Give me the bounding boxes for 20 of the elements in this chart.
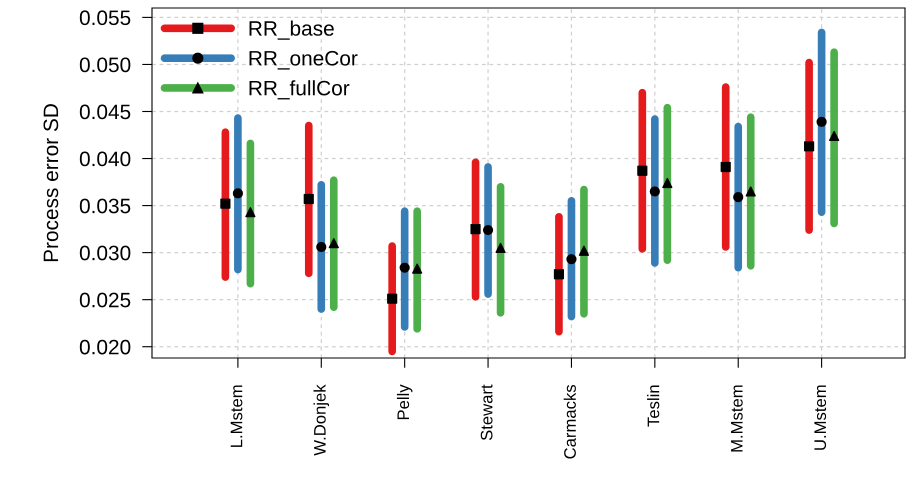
x-tick-label: L.Mstem [230,385,242,447]
y-tick-label: 0.020 [80,340,130,354]
x-tick-label: Teslin [647,385,660,427]
x-tick-label: M.Mstem [731,385,743,452]
legend-label: RR_oneCor [250,50,358,70]
y-tick-label: 0.040 [80,152,130,166]
x-tick-label: Carmacks [564,384,576,459]
x-tick-label: Stewart [480,384,493,440]
x-tick-label: W.Donjek [314,384,330,456]
legend-label: RR_base [250,20,334,40]
x-tick-label: U.Mstem [814,385,826,450]
legend-label: RR_fullCor [250,80,350,100]
y-tick-label: 0.030 [80,246,130,260]
x-tick-label: Pelly [396,384,412,420]
y-tick-label: 0.025 [80,292,130,308]
y-axis-title: Process error SD [44,104,58,262]
y-tick-label: 0.045 [80,104,130,120]
y-tick-label: 0.035 [80,198,130,214]
y-tick-label: 0.050 [80,57,130,72]
y-tick-label: 0.055 [80,10,130,26]
